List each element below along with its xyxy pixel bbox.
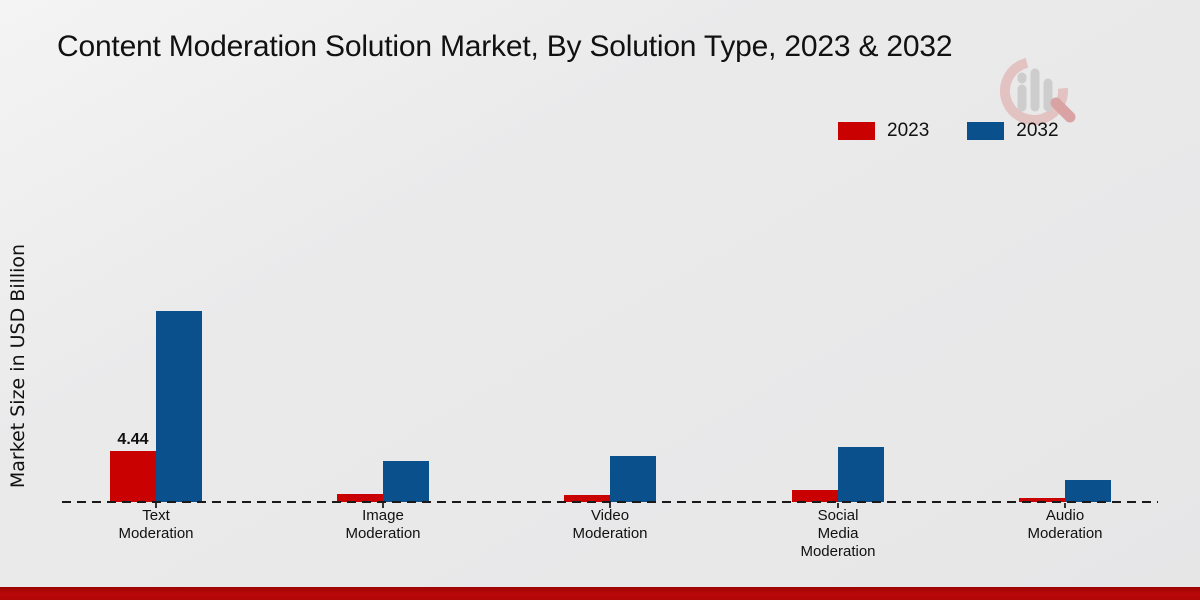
category-label-image-moderation: Image Moderation bbox=[345, 507, 421, 542]
footer-accent-bar bbox=[0, 587, 1200, 600]
x-axis-baseline bbox=[62, 501, 1158, 503]
bar-2023-social-media-moderation bbox=[792, 490, 838, 502]
bar-value-label: 4.44 bbox=[117, 431, 149, 448]
legend-label-2023: 2023 bbox=[887, 120, 930, 141]
x-axis-tick bbox=[1064, 503, 1066, 508]
bar-2032-text-moderation bbox=[156, 311, 202, 502]
category-label-social-media-moderation: Social Media Moderation bbox=[800, 507, 876, 560]
legend-swatch-2023 bbox=[838, 122, 875, 140]
x-axis-tick bbox=[837, 503, 839, 508]
legend-item-2023: 2023 bbox=[838, 120, 929, 142]
bar-2032-social-media-moderation bbox=[838, 447, 884, 502]
x-axis-tick bbox=[609, 503, 611, 508]
mrfr-logo-watermark bbox=[1000, 57, 1076, 125]
y-axis-label: Market Size in USD Billion bbox=[7, 243, 29, 489]
bar-2032-image-moderation bbox=[383, 461, 429, 502]
legend-label-2032: 2032 bbox=[1016, 120, 1059, 141]
bar-2023-text-moderation bbox=[110, 451, 156, 502]
bar-2032-audio-moderation bbox=[1065, 480, 1111, 502]
legend-swatch-2032 bbox=[967, 122, 1005, 140]
legend: 2023 2032 bbox=[838, 120, 1059, 142]
x-axis-tick bbox=[382, 503, 384, 508]
bar-2023-video-moderation bbox=[564, 495, 610, 502]
bar-2032-video-moderation bbox=[610, 456, 656, 502]
x-axis-tick bbox=[155, 503, 157, 508]
category-label-audio-moderation: Audio Moderation bbox=[1027, 507, 1103, 542]
legend-item-2032: 2032 bbox=[967, 120, 1059, 142]
bar-2023-image-moderation bbox=[337, 494, 383, 502]
chart-title: Content Moderation Solution Market, By S… bbox=[57, 30, 953, 63]
category-label-text-moderation: Text Moderation bbox=[118, 507, 194, 542]
category-label-video-moderation: Video Moderation bbox=[572, 507, 648, 542]
bar-2023-audio-moderation bbox=[1019, 498, 1065, 502]
